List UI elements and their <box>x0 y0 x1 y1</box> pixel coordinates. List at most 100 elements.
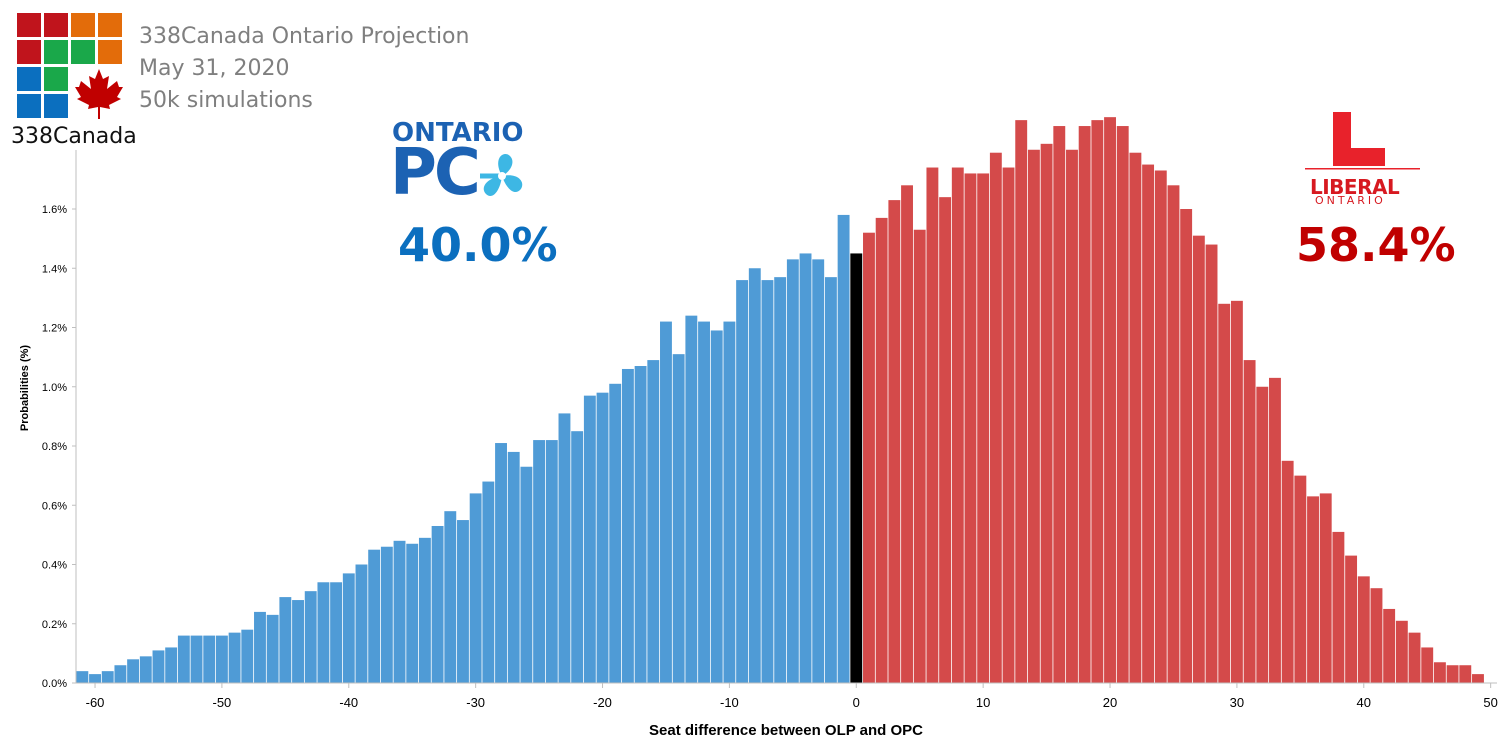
histogram-bar <box>304 591 317 683</box>
liberal-logo-sub: ONTARIO <box>1315 194 1386 207</box>
histogram-bar <box>1370 588 1383 683</box>
histogram-bar <box>1281 460 1294 683</box>
histogram-bar <box>1345 555 1358 683</box>
histogram-bar <box>279 597 292 683</box>
histogram-bar <box>1307 496 1319 683</box>
histogram-bar <box>127 659 140 683</box>
logo-square <box>17 40 41 64</box>
x-tick-label: 20 <box>1103 695 1117 710</box>
histogram-bar <box>228 632 241 683</box>
histogram-bar <box>1129 152 1142 683</box>
histogram-bar <box>457 520 469 683</box>
y-tick-label: 0.0% <box>42 678 67 690</box>
histogram-bar <box>495 443 507 683</box>
histogram-bar <box>469 493 482 683</box>
histogram-bar <box>101 671 114 683</box>
liberal-win-probability: 58.4% <box>1296 218 1456 272</box>
histogram-bar <box>1433 662 1446 683</box>
logo-square <box>44 13 68 37</box>
histogram-bar <box>165 647 178 683</box>
axes: 0.0% 0.2% 0.4% 0.6% 0.8% 1.0% 1.2% 1.4% 1.6% -60 -… <box>42 150 1498 710</box>
histogram-bar <box>342 573 355 683</box>
histogram-bar <box>1230 300 1243 683</box>
x-tick-label: -30 <box>466 695 485 710</box>
maple-leaf-icon <box>75 69 123 119</box>
histogram-bar <box>761 280 774 683</box>
histogram-bar <box>736 280 749 683</box>
histogram-bar <box>1027 149 1040 683</box>
histogram-bar <box>1294 475 1307 684</box>
histogram-bar <box>418 537 431 683</box>
histogram-bar <box>1002 167 1015 683</box>
brand-name: 338Canada <box>11 124 137 149</box>
histogram-bar <box>1357 576 1370 683</box>
histogram-bar <box>1218 303 1231 683</box>
histogram-bar <box>786 259 799 683</box>
histogram-bar <box>1053 126 1066 684</box>
histogram-bar <box>1142 164 1155 683</box>
histogram-bar <box>1154 170 1167 684</box>
logo-square <box>98 40 122 64</box>
x-tick-label: -20 <box>593 695 612 710</box>
pc-win-probability: 40.0% <box>398 218 558 272</box>
histogram-bar <box>977 173 990 683</box>
histogram-bar <box>1395 620 1408 683</box>
simulation-count: 50k simulations <box>139 88 313 113</box>
histogram-bar <box>1459 665 1472 683</box>
trillium-icon <box>480 154 523 196</box>
histogram-bar <box>609 383 622 683</box>
histogram-bar <box>1015 120 1028 684</box>
histogram-bar <box>203 635 216 683</box>
histogram-bar <box>152 650 165 683</box>
histogram-bar <box>647 360 660 683</box>
bar-group <box>76 117 1484 684</box>
histogram-bar <box>583 395 596 683</box>
338canada-logo <box>17 13 125 121</box>
histogram-bar <box>964 173 977 683</box>
histogram-bar <box>672 354 685 683</box>
x-tick-label: -40 <box>339 695 358 710</box>
histogram-bar <box>177 635 190 683</box>
histogram-bar <box>1205 244 1218 684</box>
x-tick-label: -50 <box>213 695 232 710</box>
histogram-bar <box>951 167 964 683</box>
x-tick-label: 50 <box>1483 695 1497 710</box>
histogram-bar <box>558 413 571 683</box>
logo-square <box>98 13 122 37</box>
histogram-bar <box>431 525 444 683</box>
histogram-bar <box>1408 632 1421 683</box>
histogram-bar <box>723 321 736 683</box>
histogram-bar <box>215 635 228 683</box>
histogram-bar <box>1167 185 1180 684</box>
histogram-bar <box>571 431 584 683</box>
histogram-bar <box>1332 531 1345 683</box>
histogram-bar <box>139 656 152 683</box>
y-tick-label: 1.4% <box>42 263 67 275</box>
histogram-bar <box>89 674 101 683</box>
histogram-bar <box>1040 143 1053 683</box>
histogram-bar <box>114 665 127 683</box>
histogram-bar <box>317 582 330 683</box>
histogram-bar <box>1421 647 1434 683</box>
histogram-bar <box>812 259 825 683</box>
histogram-bar <box>533 440 546 683</box>
histogram-bar <box>926 167 939 683</box>
histogram-bar <box>774 277 787 683</box>
histogram-bar <box>660 321 672 683</box>
histogram-bar <box>837 214 850 684</box>
histogram-bar <box>1256 386 1269 683</box>
chart-title: 338Canada Ontario Projection <box>139 24 470 49</box>
logo-square <box>71 13 95 37</box>
histogram-bar <box>1180 209 1193 683</box>
histogram-bar <box>1383 608 1396 683</box>
y-tick-label: 1.6% <box>42 204 67 216</box>
ontario-liberal-logo: LIBERAL ONTARIO <box>1305 110 1420 210</box>
logo-square <box>17 13 41 37</box>
histogram-bar <box>913 229 926 684</box>
y-tick-label: 1.0% <box>42 382 67 394</box>
histogram-bar <box>520 466 533 683</box>
logo-square <box>44 40 68 64</box>
histogram-bar <box>1192 235 1205 683</box>
histogram-bar <box>685 315 698 683</box>
y-axis-label: Probabilities (%) <box>19 345 31 432</box>
